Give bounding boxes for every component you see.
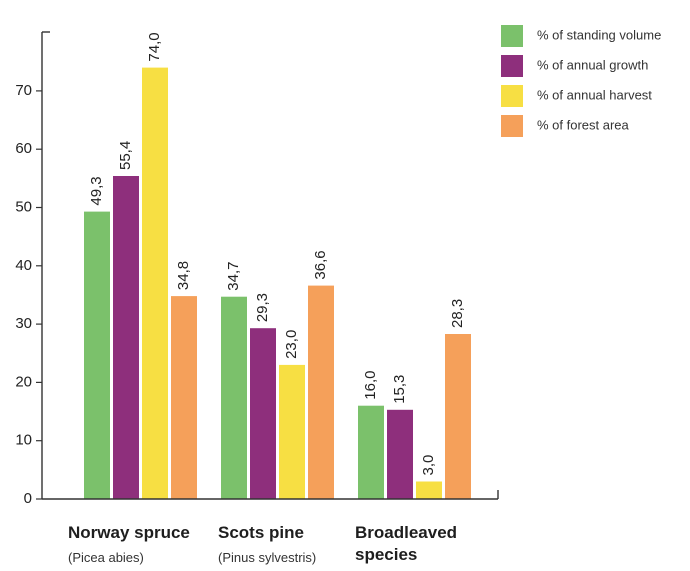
- legend-entry: % of annual growth: [537, 57, 648, 72]
- bar-4-1: [171, 296, 197, 499]
- legend: % of standing volume % of annual growth % …: [501, 25, 661, 137]
- y-tick-label: 60: [15, 140, 32, 157]
- data-label: 16,0: [362, 371, 379, 400]
- category-sublabel: (Picea abies): [68, 550, 144, 565]
- data-label: 28,3: [449, 299, 466, 328]
- legend-entry: % of forest area: [537, 117, 630, 132]
- bar-3-3: [416, 481, 442, 499]
- bar-1-2: [221, 296, 247, 499]
- bar-2-2: [250, 328, 276, 499]
- bar-3-2: [279, 364, 305, 499]
- data-label: 74,0: [146, 32, 163, 61]
- category-sublabel: (Pinus sylvestris): [218, 550, 316, 565]
- bar-2-3: [387, 409, 413, 499]
- data-label: 29,3: [254, 293, 271, 322]
- legend-swatch: [501, 115, 523, 137]
- legend-entry: % of standing volume: [537, 27, 661, 42]
- bars-group: 49,3 34,7 16,0 55,4 29,3 15,3 74,0 23,0 3,0 34,8 3…: [84, 32, 471, 499]
- bar-4-3: [445, 334, 471, 499]
- data-label: 15,3: [391, 375, 408, 404]
- data-label: 55,4: [117, 141, 134, 170]
- category-label: Scots pine: [218, 523, 304, 542]
- y-tick-label: 50: [15, 198, 32, 215]
- bar-1-1: [84, 211, 110, 499]
- data-label: 23,0: [283, 330, 300, 359]
- data-label: 34,8: [175, 261, 192, 290]
- category-label: Broadleaved: [355, 523, 457, 542]
- y-tick-label: 30: [15, 315, 32, 332]
- bar-3-1: [142, 67, 168, 499]
- bar-2-1: [113, 176, 139, 499]
- legend-swatch: [501, 85, 523, 107]
- legend-swatch: [501, 55, 523, 77]
- legend-swatch: [501, 25, 523, 47]
- bar-4-2: [308, 285, 334, 499]
- data-label: 36,6: [312, 250, 329, 279]
- y-tick-label: 20: [15, 373, 32, 390]
- y-tick-label: 70: [15, 82, 32, 99]
- category-label: Norway spruce: [68, 523, 190, 542]
- data-label: 3,0: [420, 455, 437, 476]
- data-label: 49,3: [88, 176, 105, 205]
- y-tick-label: 10: [15, 432, 32, 449]
- bar-1-3: [358, 405, 384, 499]
- data-label: 34,7: [225, 261, 242, 290]
- category-label: species: [355, 545, 417, 564]
- legend-entry: % of annual harvest: [537, 87, 652, 102]
- y-tick-label: 40: [15, 257, 32, 274]
- axes-group: 0 10 20 30 40 50 60 70 Norway spruce (Picea abies…: [15, 31, 499, 565]
- y-tick-label: 0: [24, 490, 32, 507]
